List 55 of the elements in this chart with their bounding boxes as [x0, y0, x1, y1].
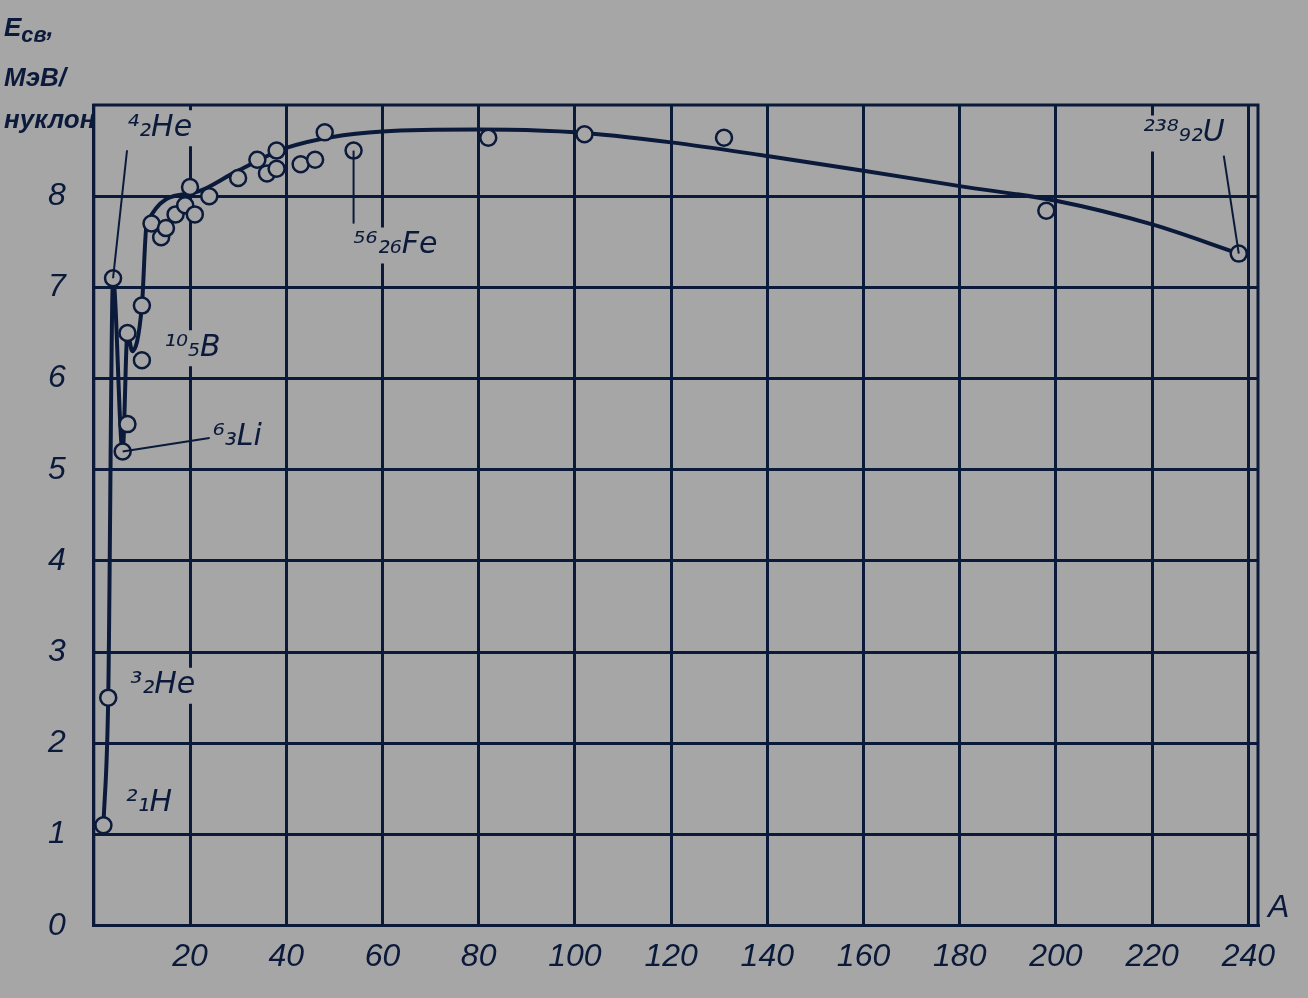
- x-tick-label: 140: [740, 936, 795, 973]
- x-tick-label: 220: [1124, 936, 1180, 973]
- point: [132, 351, 152, 370]
- y-tick-label: 1: [48, 814, 66, 851]
- annotation: ⁴₂He: [127, 108, 193, 144]
- annotation: ⁵⁶₂₆Fe: [353, 225, 438, 261]
- point: [185, 205, 205, 224]
- x-tick-label: 40: [268, 936, 305, 973]
- x-tick-label: 20: [171, 936, 209, 973]
- point: [267, 159, 286, 179]
- point: [291, 155, 310, 174]
- x-tick-label: 100: [548, 936, 602, 973]
- x-tick-label: 60: [364, 936, 401, 973]
- point: [118, 414, 137, 434]
- point: [267, 141, 286, 160]
- point: [94, 816, 113, 835]
- point: [248, 150, 267, 169]
- point: [228, 168, 248, 188]
- point: [344, 141, 363, 160]
- y-tick-label: 5: [48, 449, 66, 486]
- annotation: ¹⁰₅B: [163, 328, 221, 364]
- x-axis-title: A: [1268, 888, 1290, 925]
- point: [132, 296, 152, 315]
- y-tick-label: 8: [48, 176, 66, 213]
- point: [1037, 201, 1056, 221]
- x-tick-label: 240: [1220, 936, 1276, 973]
- x-tick-label: 180: [933, 936, 987, 973]
- x-tick-label: 160: [836, 936, 891, 973]
- point: [479, 128, 498, 148]
- annotation: ³₂He: [130, 665, 196, 701]
- point: [575, 124, 594, 144]
- point: [315, 123, 334, 142]
- point: [113, 442, 132, 461]
- point: [98, 688, 118, 707]
- annotation: ⁶₃Li: [212, 417, 263, 453]
- y-tick-label: 7: [48, 267, 67, 304]
- x-tick-label: 120: [644, 936, 698, 973]
- annotation: ²₁H: [125, 783, 173, 819]
- y-tick-label: 2: [47, 723, 66, 760]
- point: [118, 323, 137, 343]
- x-tick-label: 80: [460, 936, 497, 973]
- y-tick-label: 0: [48, 905, 66, 942]
- y-tick-label: 4: [48, 540, 66, 577]
- point: [156, 218, 176, 238]
- point: [180, 177, 200, 197]
- point: [1229, 244, 1249, 263]
- point: [305, 150, 325, 169]
- y-tick-label: 6: [48, 358, 66, 395]
- annotation: ²³⁸₉₂U: [1142, 113, 1225, 149]
- y-axis-title: E$_{св}$, МэВ/нуклон: [4, 11, 97, 137]
- x-tick-label: 200: [1028, 936, 1083, 973]
- point: [103, 268, 123, 288]
- point: [714, 128, 734, 148]
- y-tick-label: 3: [48, 631, 66, 668]
- point: [200, 186, 219, 206]
